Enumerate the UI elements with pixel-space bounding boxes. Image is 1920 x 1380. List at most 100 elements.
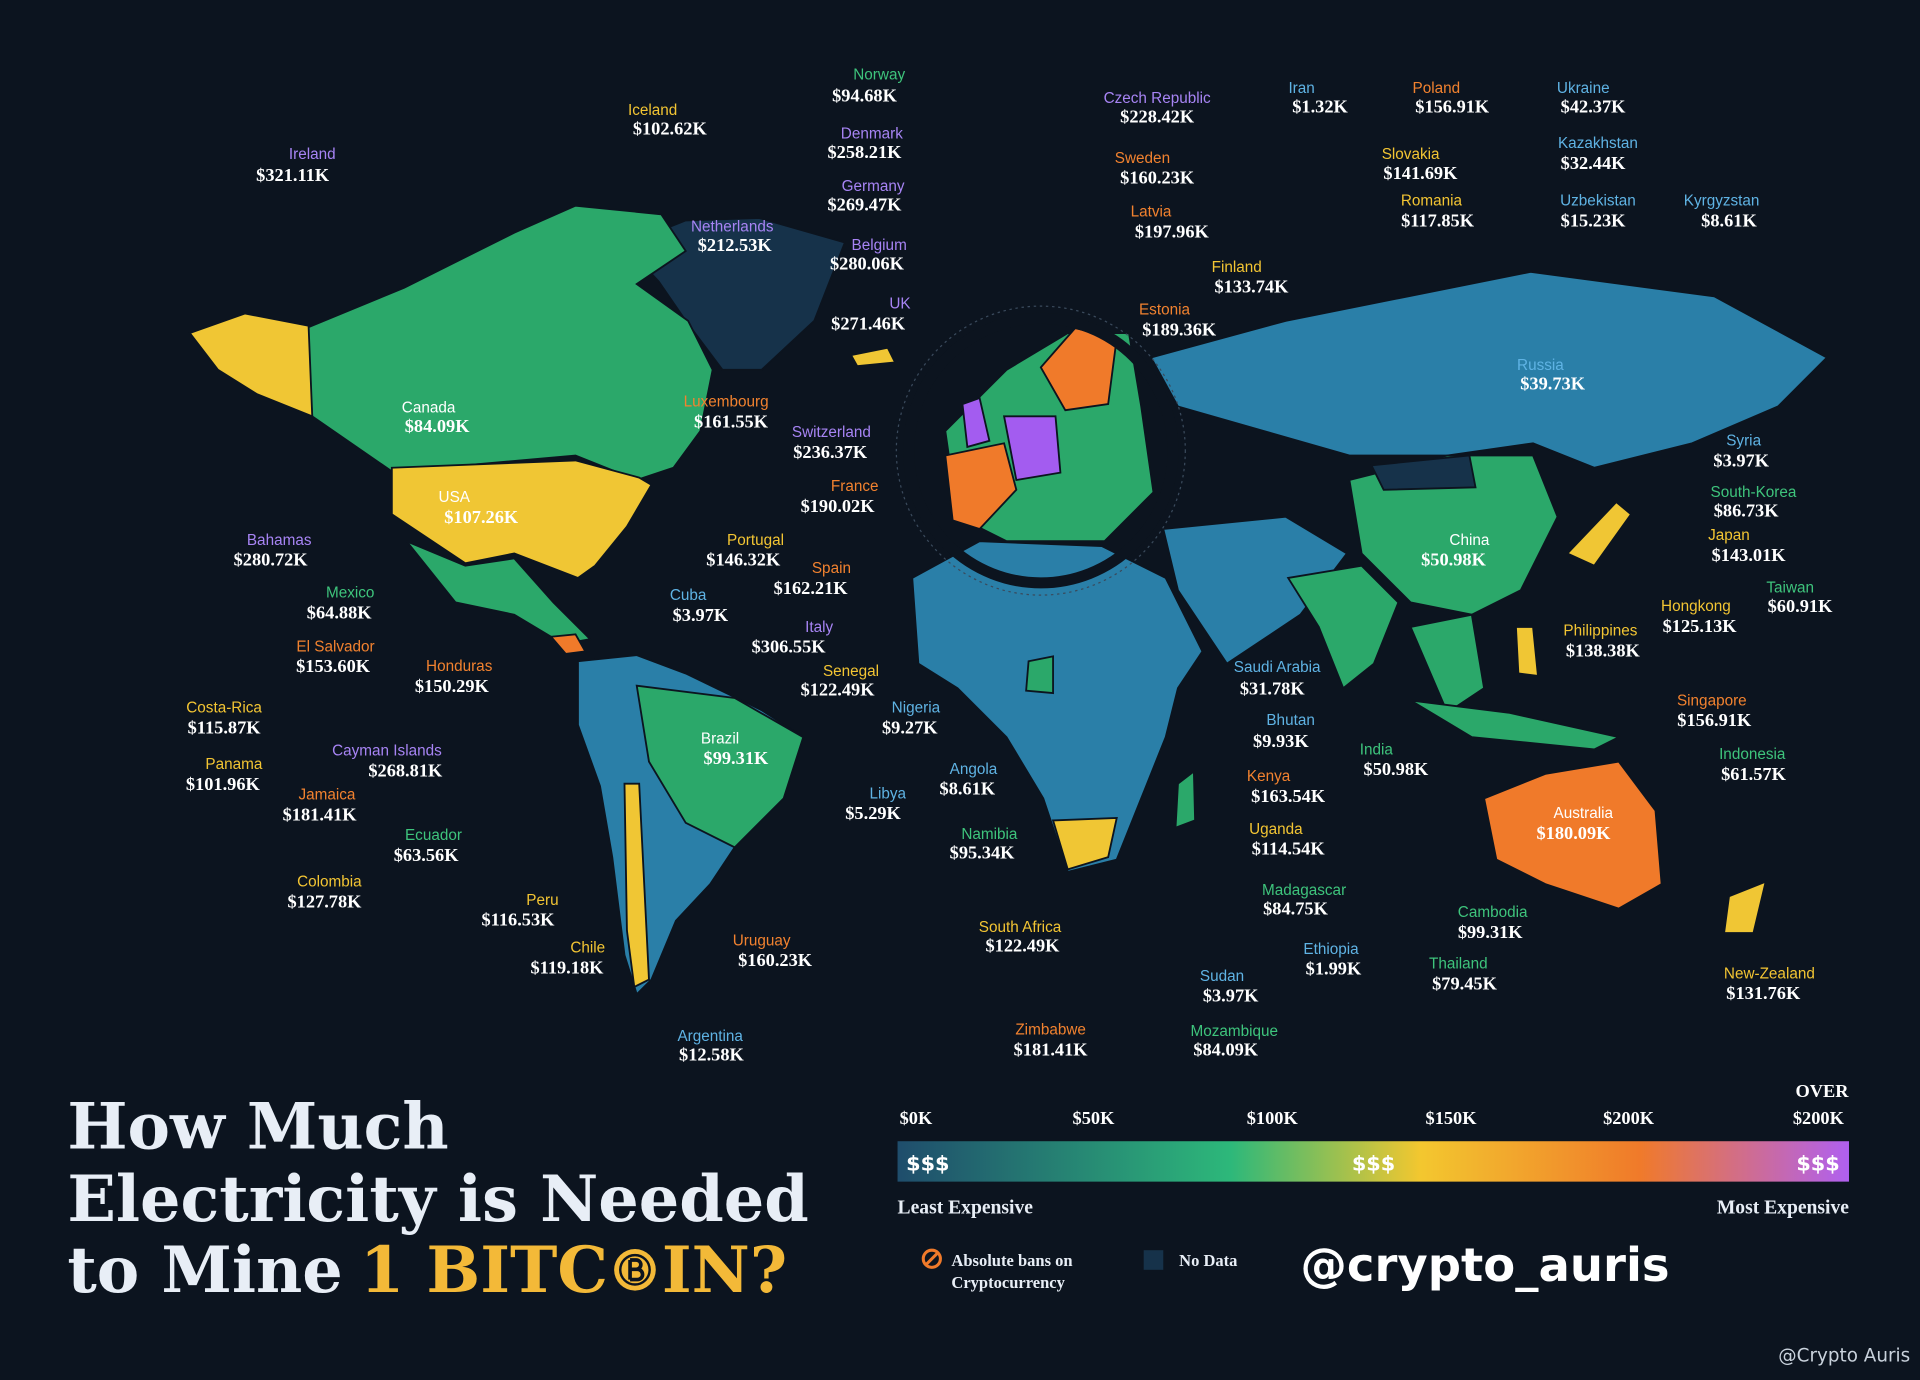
country-label: Cambodia$99.31K (1458, 904, 1528, 942)
mexico (405, 540, 593, 646)
country-value: $12.58K (679, 1044, 744, 1064)
country-label: South Africa$122.49K (979, 919, 1062, 956)
country-label: UK$271.46K (831, 296, 911, 334)
country-name: Portugal (727, 532, 784, 549)
country-value: $50.98K (1364, 759, 1429, 779)
country-label: New-Zealand$131.76K (1724, 965, 1815, 1003)
country-label: Kazakhstan$32.44K (1558, 135, 1638, 173)
country-label: Bhutan $9.93K (1253, 712, 1315, 751)
country-value: $146.32K (706, 550, 781, 570)
country-name: China (1449, 532, 1489, 549)
country-value: $95.34K (950, 842, 1015, 862)
country-label: India$50.98K (1360, 741, 1429, 779)
country-name: South-Korea (1711, 484, 1797, 501)
country-name: Cuba (670, 587, 707, 604)
ban-icon (921, 1248, 942, 1269)
country-value: $84.75K (1263, 899, 1328, 919)
country-name: Ukraine (1557, 80, 1610, 97)
scale-symbol: $$$ (906, 1152, 949, 1176)
country-value: $31.78K (1240, 678, 1305, 698)
legend-tick: $200K (1603, 1108, 1655, 1128)
country-value: $99.31K (704, 748, 769, 768)
country-name: Syria (1726, 433, 1761, 450)
country-value: $306.55K (752, 637, 827, 657)
country-label: Hongkong$125.13K (1661, 598, 1737, 636)
country-name: El Salvador (296, 638, 374, 655)
country-label: Singapore$156.91K (1677, 692, 1752, 730)
country-name: Costa-Rica (186, 700, 262, 717)
country-value: $107.26K (444, 507, 519, 527)
country-name: Panama (205, 756, 262, 773)
country-name: Kenya (1247, 768, 1291, 785)
country-value: $321.11K (256, 165, 330, 185)
country-label: Slovakia$141.69K (1382, 146, 1458, 183)
country-label: China$50.98K (1421, 532, 1490, 570)
country-name: Canada (402, 400, 456, 417)
country-name: Norway (853, 67, 905, 84)
legend-most: Most Expensive (1717, 1197, 1849, 1218)
country-label: France$190.02K (801, 478, 879, 516)
country-name: Poland (1413, 80, 1461, 97)
country-name: Indonesia (1719, 746, 1786, 763)
country-label: Denmark$258.21K (828, 125, 904, 162)
country-name: Luxembourg (684, 394, 769, 411)
country-label: Romania$117.85K (1401, 193, 1475, 231)
country-label: Canada$84.09K (402, 400, 470, 437)
brazil (635, 684, 805, 849)
country-label: Indonesia$61.57K (1719, 746, 1786, 784)
country-name: Belgium (852, 237, 907, 254)
country-label: Iran$1.32K (1288, 80, 1348, 117)
country-label: Panama$101.96K (186, 756, 263, 794)
country-value: $189.36K (1142, 320, 1217, 340)
country-value: $99.31K (1458, 922, 1523, 942)
country-value: $50.98K (1421, 550, 1486, 570)
country-name: Uganda (1249, 821, 1303, 838)
country-value: $236.37K (793, 442, 868, 462)
country-label: Thailand$79.45K (1429, 956, 1498, 994)
country-value: $161.55K (694, 411, 769, 431)
country-name: New-Zealand (1724, 965, 1815, 982)
country-value: $94.68K (832, 86, 897, 106)
country-name: Jamaica (298, 787, 355, 804)
country-value: $8.61K (1701, 211, 1757, 231)
country-value: $84.09K (1193, 1040, 1258, 1060)
country-label: Poland$156.91K (1413, 80, 1490, 117)
country-name: Australia (1554, 805, 1614, 822)
central-america (549, 633, 587, 655)
country-label: Netherlands$212.53K (691, 218, 774, 255)
country-name: Honduras (426, 658, 493, 675)
country-label: Mozambique$84.09K (1190, 1023, 1278, 1060)
country-label: Uganda$114.54K (1249, 821, 1325, 859)
title-line: Electricity is Needed (67, 1162, 808, 1237)
country-value: $3.97K (1203, 986, 1259, 1006)
country-value: $156.91K (1677, 710, 1752, 730)
country-name: Netherlands (691, 218, 774, 235)
china (1348, 454, 1559, 616)
country-value: $127.78K (288, 891, 363, 911)
country-label: Norway $94.68K (832, 67, 905, 106)
southeast-asia (1409, 613, 1486, 715)
country-value: $9.93K (1253, 731, 1309, 751)
country-name: Bahamas (247, 532, 312, 549)
title-highlight: 1 BITC (360, 1233, 608, 1308)
country-label: Latvia$197.96K (1131, 204, 1210, 242)
country-label: Iceland$102.62K (628, 102, 707, 139)
southern-africa (1051, 816, 1118, 871)
madagascar (1174, 769, 1197, 830)
country-name: Mexico (326, 585, 374, 602)
country-value: $141.69K (1383, 163, 1458, 183)
country-name: France (831, 478, 879, 495)
country-name: Uzbekistan (1560, 193, 1636, 210)
country-name: Peru (526, 892, 558, 909)
country-name: Kyrgyzstan (1684, 193, 1760, 210)
uk (961, 396, 991, 449)
country-label: Mexico$64.88K (307, 585, 375, 623)
country-name: Saudi Arabia (1234, 659, 1321, 676)
country-label: Uruguay$160.23K (733, 932, 813, 970)
country-name: Czech Republic (1104, 90, 1211, 107)
country-name: Colombia (297, 874, 362, 891)
country-label: Cayman Islands$268.81K (332, 743, 443, 781)
country-value: $3.97K (673, 605, 729, 625)
east-africa (1025, 655, 1054, 695)
country-name: Ecuador (405, 827, 462, 844)
